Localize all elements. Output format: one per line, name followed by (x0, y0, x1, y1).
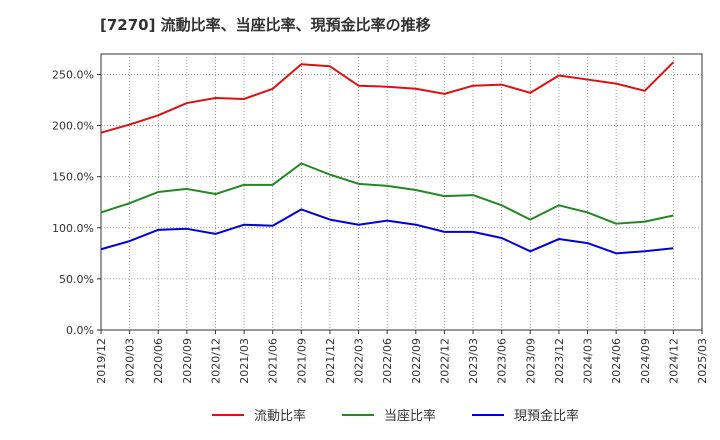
x-tick-label: 2025/03 (696, 338, 709, 384)
series-lines (100, 61, 675, 255)
x-axis: 2019/12 2020/03 2020/06 2020/09 2020/12 2021/… (95, 330, 709, 384)
grid-lines (101, 54, 702, 330)
x-tick-label: 2022/06 (381, 338, 394, 384)
legend: 流動比率 当座比率 現預金比率 (212, 408, 579, 424)
x-tick-label: 2021/06 (267, 338, 280, 384)
y-tick-label: 200.0% (52, 120, 94, 133)
x-tick-label: 2024/09 (639, 338, 652, 384)
x-tick-label: 2022/12 (438, 338, 451, 384)
series-line-当座比率 (100, 162, 674, 225)
y-tick-label: 250.0% (52, 68, 94, 81)
y-tick-label: 50.0% (59, 273, 94, 286)
y-tick-label: 100.0% (52, 222, 94, 235)
x-tick-label: 2023/12 (553, 338, 566, 384)
legend-label: 流動比率 (254, 408, 306, 424)
x-tick-label: 2020/12 (209, 338, 222, 384)
x-tick-label: 2019/12 (95, 338, 108, 384)
plot-frame (100, 53, 703, 331)
x-tick-label: 2023/09 (524, 338, 537, 384)
x-tick-label: 2021/03 (238, 338, 251, 384)
chart-title: [7270] 流動比率、当座比率、現預金比率の推移 (100, 16, 431, 34)
series-line-流動比率 (100, 61, 675, 134)
x-tick-label: 2020/06 (152, 338, 165, 384)
x-tick-label: 2022/09 (410, 338, 423, 384)
x-tick-label: 2020/03 (124, 338, 137, 384)
x-tick-label: 2022/03 (353, 338, 366, 384)
legend-label: 当座比率 (384, 408, 436, 424)
plot-area (100, 53, 703, 331)
y-axis: 0.0% 50.0% 100.0% 150.0% 200.0% 250.0% (52, 68, 101, 337)
x-tick-label: 2024/06 (610, 338, 623, 384)
x-tick-label: 2024/12 (667, 338, 680, 384)
x-tick-label: 2023/03 (467, 338, 480, 384)
x-tick-label: 2023/06 (496, 338, 509, 384)
x-tick-label: 2021/09 (295, 338, 308, 384)
x-tick-label: 2024/03 (582, 338, 595, 384)
y-tick-label: 0.0% (66, 324, 94, 337)
x-tick-label: 2021/12 (324, 338, 337, 384)
x-tick-label: 2020/09 (181, 338, 194, 384)
legend-label: 現預金比率 (514, 408, 579, 424)
y-tick-label: 150.0% (52, 171, 94, 184)
series-line-現預金比率 (100, 208, 674, 255)
